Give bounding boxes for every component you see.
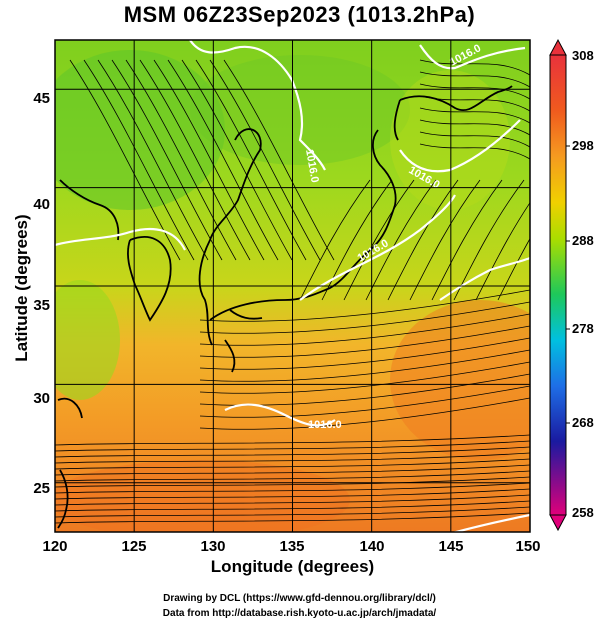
x-tick-label: 145 [438, 538, 463, 555]
x-tick-label: 120 [42, 538, 67, 555]
x-tick-label: 125 [121, 538, 146, 555]
credit-line-2: Data from http://database.rish.kyoto-u.a… [162, 608, 437, 619]
streamline [321, 179, 393, 301]
streamline [419, 83, 530, 100]
streamline [139, 59, 251, 261]
chart-title: MSM 06Z23Sep2023 (1013.2hPa) [123, 2, 476, 27]
colorbar-gradient [549, 54, 567, 516]
streamline [419, 71, 530, 88]
streamline [209, 59, 321, 261]
streamline [69, 59, 181, 261]
colorbar-label: 258 [572, 505, 594, 520]
x-tick-label: 140 [359, 538, 384, 555]
streamline [195, 59, 307, 261]
colorbar-label: 278 [572, 321, 594, 336]
colorbar-top-arrow [549, 38, 567, 56]
isobars [55, 40, 530, 532]
streamline [199, 325, 530, 358]
streamline [387, 179, 459, 301]
x-tick-label: 135 [279, 538, 304, 555]
credit-line-1: Drawing by DCL (https://www.gfd-dennou.o… [163, 593, 436, 604]
streamline [409, 179, 481, 301]
streamline [419, 143, 530, 160]
streamline [97, 59, 209, 261]
streamline [199, 349, 530, 382]
streamline [83, 59, 195, 261]
streamline [181, 59, 293, 261]
y-tick-label: 45 [33, 90, 50, 107]
colorbar-label: 308 [572, 48, 594, 63]
streamline [125, 59, 237, 261]
isobar-label: 1016.0 [308, 419, 342, 431]
streamline [199, 313, 530, 346]
streamline [199, 397, 530, 430]
y-tick-labels: 25 30 35 40 45 [33, 90, 50, 497]
y-tick-label: 25 [33, 480, 50, 497]
plot-frame [54, 39, 531, 533]
streamline [299, 179, 371, 301]
colorbar-label: 288 [572, 233, 594, 248]
streamline [419, 107, 530, 124]
coastlines [57, 85, 513, 529]
isobar-label: 1016.0 [303, 148, 321, 183]
x-tick-label: 130 [200, 538, 225, 555]
streamline [199, 361, 530, 394]
x-axis-label: Longitude (degrees) [210, 557, 375, 576]
streamline [167, 59, 279, 261]
y-axis-label: Latitude (degrees) [12, 214, 31, 362]
colorbar-label: 298 [572, 138, 594, 153]
streamline [343, 179, 415, 301]
streamline [223, 59, 335, 261]
colorbar: 308 298 288 278 268 258 [549, 38, 594, 532]
x-tick-labels: 120 125 130 135 140 145 150 [42, 538, 540, 555]
colorbar-bottom-arrow [549, 514, 567, 532]
y-tick-label: 30 [33, 390, 50, 407]
y-tick-label: 40 [33, 196, 50, 213]
streamline [419, 131, 530, 148]
streamline [199, 301, 530, 334]
streamline [431, 179, 503, 301]
streamline [199, 289, 530, 322]
streamline [365, 179, 437, 301]
streamline [199, 337, 530, 370]
streamline [199, 385, 530, 418]
streamline [111, 59, 223, 261]
temperature-field [55, 40, 530, 532]
streamline [475, 201, 530, 301]
streamline [153, 59, 265, 261]
streamline [419, 59, 530, 76]
x-tick-label: 150 [515, 538, 540, 555]
colorbar-label: 268 [572, 415, 594, 430]
y-tick-label: 35 [33, 297, 50, 314]
streamline [419, 119, 530, 136]
